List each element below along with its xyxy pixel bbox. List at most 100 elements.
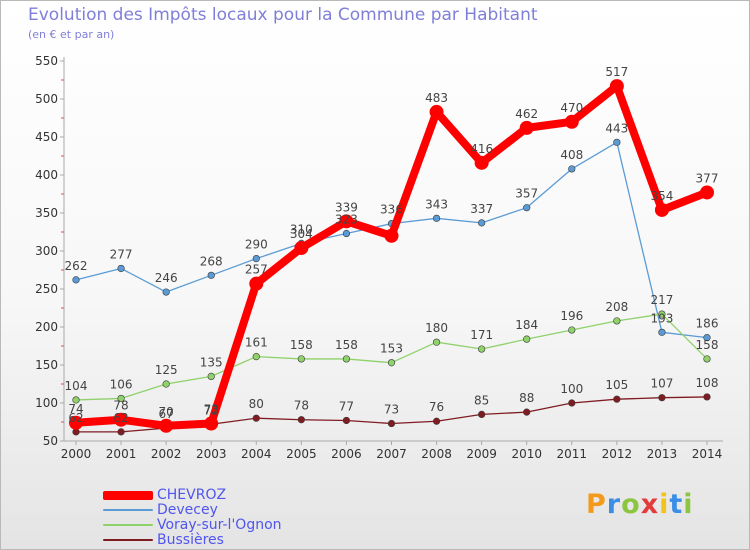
data-label: 196 — [560, 309, 583, 323]
series-point-1 — [478, 219, 486, 227]
series-point-0 — [294, 240, 309, 255]
data-label: 135 — [200, 355, 223, 369]
data-label: 483 — [425, 91, 448, 105]
series-point-2 — [523, 335, 531, 343]
chart-title: Evolution des Impôts locaux pour la Comm… — [28, 5, 538, 25]
x-tick-label: 2007 — [376, 447, 407, 461]
y-tick-label: 100 — [35, 396, 58, 410]
data-label: 78 — [294, 399, 309, 413]
data-label: 323 — [335, 213, 358, 227]
series-point-2 — [387, 359, 396, 367]
x-tick-label: 2013 — [647, 447, 678, 461]
data-label: 443 — [605, 121, 628, 135]
data-label: 310 — [290, 222, 313, 236]
data-label: 100 — [560, 382, 583, 396]
data-label: 354 — [650, 189, 673, 203]
x-tick-label: 2012 — [602, 447, 633, 461]
logo-letter: i — [659, 489, 670, 520]
series-point-0 — [429, 104, 444, 119]
data-label: 217 — [650, 293, 673, 307]
series-point-2 — [478, 345, 486, 353]
series-point-1 — [72, 276, 80, 284]
data-label: 70 — [159, 405, 174, 419]
logo-letter: P — [586, 489, 607, 520]
logo-letter: r — [606, 489, 622, 520]
series-point-3 — [387, 419, 396, 428]
series-point-1 — [658, 328, 666, 336]
series-point-1 — [117, 264, 125, 273]
data-label: 88 — [519, 391, 534, 405]
series-point-2 — [297, 355, 305, 363]
y-tick-label: 400 — [35, 168, 58, 182]
data-label: 337 — [470, 202, 493, 216]
x-tick-label: 2008 — [421, 447, 452, 461]
data-label: 257 — [245, 263, 268, 277]
data-label: 304 — [290, 227, 313, 241]
series-point-1 — [523, 204, 531, 212]
y-tick-label: 450 — [35, 130, 58, 144]
series-point-2 — [72, 396, 80, 404]
proxiti-logo: Proxiti — [586, 489, 694, 520]
chart-subtitle: (en € et par an) — [28, 28, 115, 41]
series-point-0 — [159, 418, 174, 433]
legend-label-chevroz: CHEVROZ — [157, 487, 227, 503]
series-point-3 — [252, 414, 260, 422]
y-tick-label: 50 — [43, 434, 58, 448]
data-label: 290 — [245, 238, 268, 252]
data-label: 80 — [249, 397, 264, 411]
series-point-0 — [474, 155, 489, 170]
legend-swatch-bussieres — [103, 539, 153, 541]
logo-letter: t — [669, 489, 684, 520]
series-point-2 — [568, 326, 576, 334]
legend-label-voray: Voray-sur-l'Ognon — [157, 517, 282, 533]
series-point-2 — [207, 372, 215, 381]
x-tick-label: 2000 — [61, 447, 92, 461]
y-tick-label: 500 — [35, 92, 58, 106]
data-label: 76 — [429, 400, 444, 414]
y-tick-label: 550 — [35, 54, 58, 68]
data-label: 158 — [335, 338, 358, 352]
data-label: 77 — [339, 399, 354, 413]
series-point-0 — [609, 79, 624, 94]
series-point-2 — [252, 353, 260, 361]
data-label: 67 — [159, 407, 174, 421]
data-label: 408 — [560, 148, 583, 162]
logo-letter: x — [640, 489, 660, 520]
series-point-3 — [342, 416, 351, 425]
data-label: 161 — [245, 336, 268, 350]
data-label: 262 — [65, 259, 88, 273]
data-label: 339 — [335, 200, 358, 214]
data-label: 193 — [650, 311, 673, 325]
series-point-2 — [117, 394, 125, 403]
data-label: 377 — [696, 171, 719, 185]
data-label: 186 — [696, 317, 719, 331]
data-label: 106 — [110, 377, 133, 391]
data-label: 107 — [650, 377, 673, 391]
x-tick-label: 2001 — [106, 447, 137, 461]
series-point-0 — [654, 202, 669, 217]
data-label: 108 — [696, 376, 719, 390]
series-point-3 — [658, 394, 666, 402]
series-point-3 — [703, 393, 711, 401]
y-tick-label: 250 — [35, 282, 58, 296]
series-point-3 — [523, 408, 531, 416]
data-label: 73 — [204, 403, 219, 417]
series-point-2 — [432, 338, 441, 346]
data-label: 470 — [560, 101, 583, 115]
series-point-1 — [207, 271, 215, 279]
series-point-0 — [519, 120, 534, 135]
x-tick-label: 2005 — [286, 447, 317, 461]
legend-swatch-voray — [103, 524, 153, 526]
data-label: 153 — [380, 342, 403, 356]
series-point-1 — [162, 288, 170, 296]
series-point-3 — [117, 428, 125, 436]
data-label: 268 — [200, 254, 223, 268]
series-point-2 — [613, 317, 621, 325]
data-label: 336 — [380, 203, 403, 217]
data-label: 158 — [290, 338, 313, 352]
series-point-3 — [432, 417, 441, 425]
data-label: 72 — [204, 403, 219, 417]
data-label: 246 — [155, 271, 178, 285]
series-point-1 — [432, 214, 441, 222]
